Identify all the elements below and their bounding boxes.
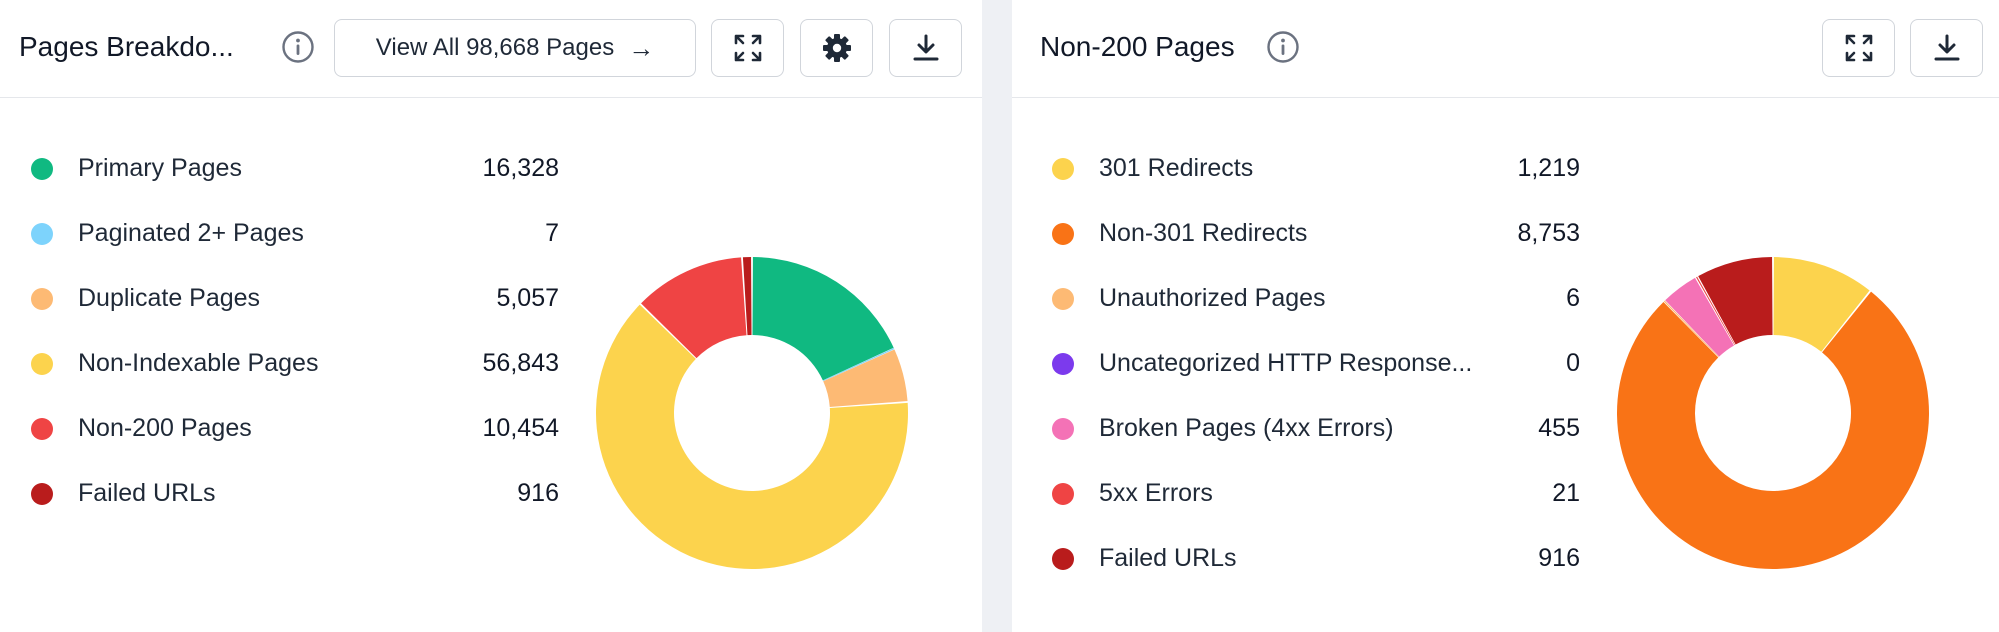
legend-dot [1052,353,1074,375]
gear-icon [822,34,851,62]
legend-dot [31,158,53,180]
legend-item-non-301-redirects[interactable]: Non-301 Redirects 8,753 [1052,205,1580,270]
expand-icon [734,34,761,62]
info-icon[interactable] [1266,30,1300,64]
legend-label: Non-301 Redirects [1099,219,1308,247]
legend-dot [1052,158,1074,180]
legend-dot [31,418,53,440]
panel-header: Non-200 Pages [1012,0,1999,98]
legend-value: 56,843 [482,349,559,377]
legend-dot [1052,288,1074,310]
legend-label: Primary Pages [78,154,242,182]
legend-item-primary-pages[interactable]: Primary Pages 16,328 [31,140,559,205]
legend-value: 8,753 [1517,219,1580,247]
download-button[interactable] [1910,19,1983,77]
donut-slice-failed-urls[interactable] [742,257,752,336]
legend-item-broken-pages-4xx-errors[interactable]: Broken Pages (4xx Errors) 455 [1052,400,1580,465]
legend-item-failed-urls[interactable]: Failed URLs 916 [1052,530,1580,595]
legend-item-paginated-2-pages[interactable]: Paginated 2+ Pages 7 [31,205,559,270]
info-icon[interactable] [281,30,315,64]
donut-slice-duplicate-pages[interactable] [823,349,908,408]
legend-item-5xx-errors[interactable]: 5xx Errors 21 [1052,465,1580,530]
legend-item-301-redirects[interactable]: 301 Redirects 1,219 [1052,140,1580,205]
legend-label: 5xx Errors [1099,479,1213,507]
legend-label: Broken Pages (4xx Errors) [1099,414,1394,442]
legend-value: 0 [1566,349,1580,377]
donut-slice-primary-pages[interactable] [752,257,894,381]
view-all-pages-button[interactable]: View All 98,668 Pages → [334,19,696,77]
legend-dot [31,353,53,375]
panel-title: Non-200 Pages [1040,31,1235,62]
donut-slice-non-301-redirects[interactable] [1617,291,1929,569]
view-all-label: View All 98,668 Pages [375,34,615,61]
legend-value: 916 [517,479,559,507]
legend-label: Uncategorized HTTP Response... [1099,349,1473,377]
donut-slice-paginated-2-pages[interactable] [822,348,895,382]
legend-item-failed-urls[interactable]: Failed URLs 916 [31,465,559,530]
legend-value: 21 [1552,479,1580,507]
legend-label: Paginated 2+ Pages [78,219,304,247]
legend-value: 5,057 [496,284,559,312]
panel-title: Pages Breakdo... [19,31,234,62]
legend-label: Non-200 Pages [78,414,252,442]
legend-item-non-indexable-pages[interactable]: Non-Indexable Pages 56,843 [31,335,559,400]
legend-dot [31,288,53,310]
donut-slice-non-indexable-pages[interactable] [596,304,908,569]
legend-item-non-200-pages[interactable]: Non-200 Pages 10,454 [31,400,559,465]
legend-dot [1052,418,1074,440]
legend-dot [1052,548,1074,570]
expand-button[interactable] [1822,19,1895,77]
donut-slice-301-redirects[interactable] [1773,257,1870,352]
pages-breakdown-donut [596,257,908,569]
donut-slice-failed-urls[interactable] [1698,257,1773,345]
settings-button[interactable] [800,19,873,77]
legend-dot [31,483,53,505]
legend-label: Non-Indexable Pages [78,349,319,377]
legend-label: Failed URLs [1099,544,1237,572]
donut-slice-broken-pages-4xx-errors[interactable] [1665,277,1734,357]
legend-value: 7 [545,219,559,247]
non-200-pages-panel: Non-200 Pages 301 Redirects 1,219 Non-301 … [1012,0,1999,632]
legend-item-uncategorized-http-response[interactable]: Uncategorized HTTP Response... 0 [1052,335,1580,400]
donut-slice-non-200-pages[interactable] [641,257,747,359]
legend-value: 16,328 [482,154,559,182]
legend-dot [31,223,53,245]
legend-label: Unauthorized Pages [1099,284,1326,312]
expand-icon [1845,34,1872,62]
non-200-pages-donut [1617,257,1929,569]
legend-dot [1052,483,1074,505]
download-button[interactable] [889,19,962,77]
donut-slice-5xx-errors[interactable] [1696,276,1736,346]
chart-legend: 301 Redirects 1,219 Non-301 Redirects 8,753… [1052,140,1580,595]
legend-label: Duplicate Pages [78,284,261,312]
legend-value: 455 [1538,414,1580,442]
panel-header: Pages Breakdo... View All 98,668 Pages → [0,0,982,98]
legend-dot [1052,223,1074,245]
legend-label: Failed URLs [78,479,216,507]
legend-value: 916 [1538,544,1580,572]
arrow-right-icon: → [628,32,655,63]
legend-value: 1,219 [1517,154,1580,182]
pages-breakdown-panel: Pages Breakdo... View All 98,668 Pages → [0,0,982,632]
legend-item-unauthorized-pages[interactable]: Unauthorized Pages 6 [1052,270,1580,335]
legend-label: 301 Redirects [1099,154,1254,182]
legend-value: 6 [1566,284,1580,312]
legend-item-duplicate-pages[interactable]: Duplicate Pages 5,057 [31,270,559,335]
download-icon [1934,34,1959,61]
donut-slice-unauthorized-pages[interactable] [1663,300,1719,358]
chart-legend: Primary Pages 16,328 Paginated 2+ Pages 7 Du… [31,140,559,530]
download-icon [913,34,938,61]
expand-button[interactable] [711,19,784,77]
legend-value: 10,454 [482,414,559,442]
